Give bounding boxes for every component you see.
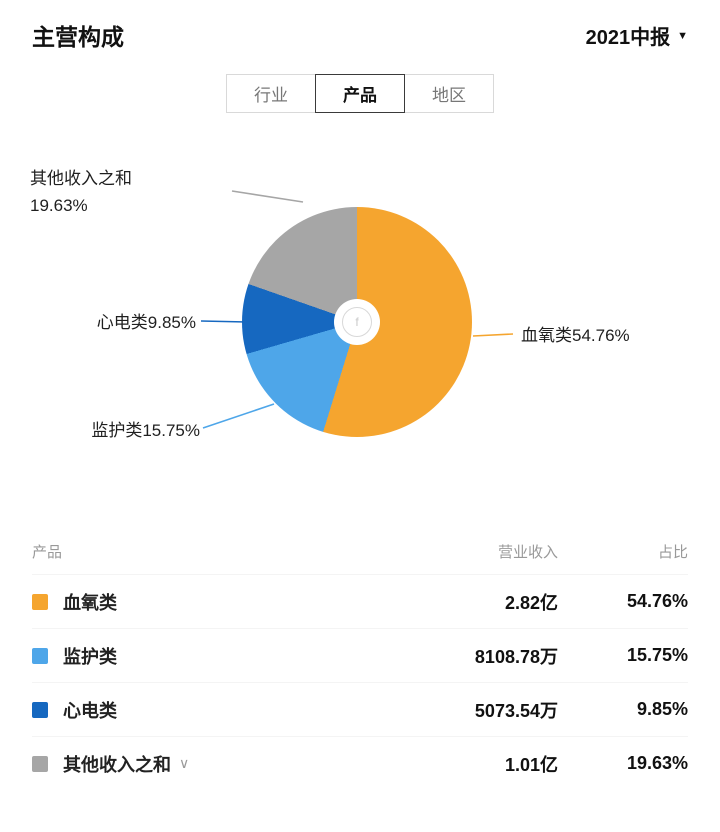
- leader-line-monitor: [202, 403, 275, 429]
- pie-label-ecg: 心电类9.85%: [96, 313, 196, 332]
- table-row: 监护类 8108.78万 15.75%: [32, 628, 688, 682]
- row-product-name: 其他收入之和: [63, 754, 171, 775]
- table-header-revenue: 营业收入: [497, 544, 558, 561]
- header: 主营构成 2021中报 ▼: [0, 0, 720, 58]
- tab-industry[interactable]: 行业: [226, 74, 316, 113]
- series-color-swatch: [32, 701, 48, 718]
- row-product-name: 心电类: [63, 700, 117, 721]
- composition-table: 产品 营业收入 占比 血氧类 2.82亿 54.76% 监护类 8108.78万…: [0, 517, 720, 790]
- tab-product[interactable]: 产品: [315, 74, 405, 113]
- row-product-name: 血氧类: [63, 592, 117, 613]
- pie-donut-hole: f: [334, 299, 380, 345]
- table-header-share: 占比: [657, 544, 688, 561]
- tab-group: 行业 产品 地区: [0, 74, 720, 113]
- row-share: 15.75%: [626, 645, 688, 665]
- period-label: 2021中报: [585, 26, 671, 49]
- pie-label-oximetry: 血氧类54.76%: [521, 326, 630, 345]
- series-color-swatch: [32, 593, 48, 610]
- row-revenue: 2.82亿: [504, 592, 558, 613]
- caret-down-icon: ▼: [677, 30, 688, 42]
- row-revenue: 5073.54万: [474, 700, 558, 721]
- pie-label-monitor: 监护类15.75%: [91, 421, 200, 440]
- leader-line-other: [231, 190, 304, 203]
- row-revenue: 8108.78万: [474, 646, 558, 667]
- row-share: 54.76%: [626, 591, 688, 611]
- leader-line-ecg: [200, 320, 248, 323]
- row-share: 9.85%: [636, 699, 688, 719]
- table-row: 心电类 5073.54万 9.85%: [32, 682, 688, 736]
- pie-label-other-line2: 19.63%: [30, 196, 88, 215]
- series-color-swatch: [32, 647, 48, 664]
- series-color-swatch: [32, 755, 48, 772]
- table-header-row: 产品 营业收入 占比: [32, 531, 688, 574]
- chevron-down-icon[interactable]: ∨: [179, 755, 190, 771]
- table-row: 血氧类 2.82亿 54.76%: [32, 574, 688, 628]
- pie-chart-area: f 其他收入之和 19.63% 心电类9.85% 监护类15.75% 血氧类54…: [0, 117, 720, 517]
- leader-line-oximetry: [472, 333, 514, 337]
- row-product-name: 监护类: [63, 646, 117, 667]
- row-revenue: 1.01亿: [504, 754, 558, 775]
- table-header-product: 产品: [32, 544, 63, 561]
- page-title: 主营构成: [32, 24, 124, 50]
- pie-label-other: 其他收入之和 19.63%: [30, 165, 132, 219]
- table-row-expandable[interactable]: 其他收入之和 ∨ 1.01亿 19.63%: [32, 736, 688, 790]
- pie-label-other-line1: 其他收入之和: [30, 169, 132, 188]
- tab-region[interactable]: 地区: [404, 74, 494, 113]
- period-selector[interactable]: 2021中报 ▼: [586, 21, 688, 50]
- watermark-icon: f: [342, 307, 372, 337]
- row-share: 19.63%: [626, 753, 688, 773]
